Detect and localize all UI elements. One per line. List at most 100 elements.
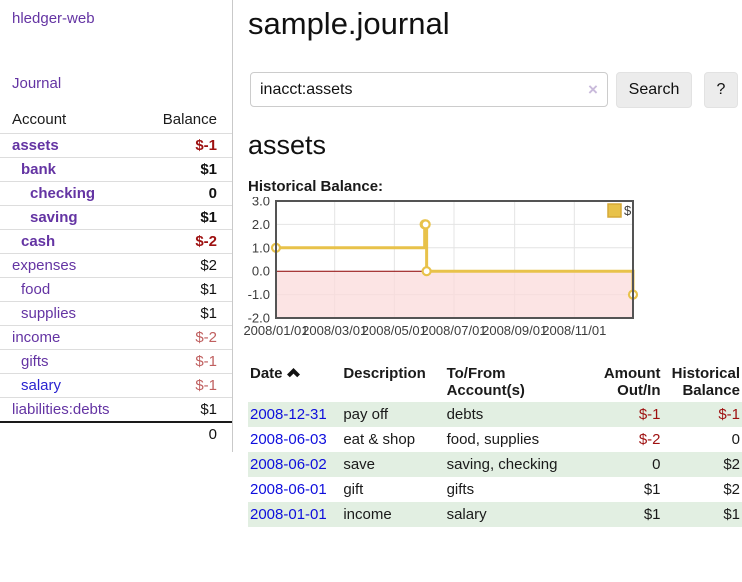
transaction-balance: $2	[723, 481, 740, 498]
chart-svg: 3.0 2.0 1.0 0.0 -1.0 -2.02008/01/012008/03/01…	[243, 194, 639, 338]
account-row: liabilities:debts $1	[0, 397, 232, 422]
app-title[interactable]: hledger-web	[12, 10, 95, 27]
transaction-amount: $-2	[638, 431, 661, 448]
clear-search-icon[interactable]: ×	[588, 80, 598, 99]
register-column-header: Historical Balance	[671, 365, 740, 399]
account-link[interactable]: cash	[21, 233, 56, 250]
account-balance: $-1	[133, 349, 232, 374]
svg-text:3.0: 3.0	[252, 197, 270, 209]
svg-text:2008/03/01: 2008/03/01	[302, 323, 367, 338]
register-row: 2008-01-01 income salary $1 $1	[248, 502, 742, 527]
account-row: income $-2	[0, 325, 232, 350]
sidebar: hledger-web Journal Account Balance asse…	[0, 0, 233, 452]
transaction-description: income	[343, 506, 392, 523]
svg-text:1.0: 1.0	[252, 240, 270, 255]
search-bar: × Search ?	[248, 72, 742, 108]
account-link[interactable]: liabilities:debts	[12, 401, 110, 418]
account-link[interactable]: food	[21, 281, 51, 298]
total-row: 0	[0, 421, 232, 446]
account-row: food $1	[0, 277, 232, 302]
legend-swatch	[607, 203, 622, 218]
account-balance: $-2	[133, 325, 232, 350]
total-balance: 0	[133, 421, 232, 446]
transaction-accounts: food, supplies	[446, 431, 540, 448]
svg-text:$: $	[624, 203, 632, 218]
account-balance: $1	[133, 205, 232, 230]
sort-ascending-icon[interactable]	[286, 365, 300, 382]
transaction-amount: $-1	[638, 406, 661, 423]
search-input[interactable]	[250, 72, 608, 107]
account-link[interactable]: income	[12, 329, 61, 346]
transaction-accounts: debts	[446, 406, 484, 423]
account-row: checking 0	[0, 181, 232, 206]
svg-text:2.0: 2.0	[252, 217, 270, 232]
transaction-date-link[interactable]: 2008-06-02	[250, 456, 327, 473]
register-column-header[interactable]: Date	[248, 362, 343, 402]
transaction-balance: 0	[731, 431, 740, 448]
account-row: assets $-1	[0, 133, 232, 158]
account-link[interactable]: salary	[21, 377, 62, 394]
transaction-balance: $-1	[718, 406, 740, 423]
account-row: bank $1	[0, 157, 232, 182]
account-row: salary $-1	[0, 373, 232, 398]
transaction-description: pay off	[343, 406, 389, 423]
account-heading: assets	[248, 130, 327, 160]
account-link[interactable]: expenses	[12, 257, 77, 274]
account-link[interactable]: assets	[12, 137, 59, 154]
register-row: 2008-06-03 eat & shop food, supplies $-2 0	[248, 427, 742, 452]
account-column-header: Account	[12, 111, 67, 128]
register-row: 2008-06-02 save saving, checking 0 $2	[248, 452, 742, 477]
historical-balance-chart: 3.0 2.0 1.0 0.0 -1.0 -2.0 2008/01/01 2008/03/01…	[240, 194, 742, 350]
main-content: sample.journal × Search ? assets Histori…	[243, 0, 742, 527]
register-table: Date Description To/From Account(s) Amount …	[248, 362, 742, 527]
sidebar-item-journal[interactable]: Journal	[12, 75, 62, 92]
transaction-description: save	[343, 456, 375, 473]
account-row: gifts $-1	[0, 349, 232, 374]
account-link[interactable]: bank	[21, 161, 57, 178]
transaction-date-link[interactable]: 2008-12-31	[250, 406, 327, 423]
account-row: cash $-2	[0, 229, 232, 254]
account-balance: $1	[133, 397, 232, 422]
transaction-description: eat & shop	[343, 431, 416, 448]
account-balance-table: Account Balance assets $-1 bank $1 checking 0…	[0, 108, 232, 446]
account-balance: $1	[133, 301, 232, 326]
svg-text:-2.0: -2.0	[248, 311, 270, 326]
transaction-accounts: gifts	[446, 481, 475, 498]
help-button[interactable]: ?	[704, 72, 738, 108]
account-link[interactable]: gifts	[21, 353, 49, 370]
svg-text:0.0: 0.0	[252, 264, 270, 279]
svg-text:2008/05/01: 2008/05/01	[362, 323, 427, 338]
transaction-date-link[interactable]: 2008-01-01	[250, 506, 327, 523]
account-row: supplies $1	[0, 301, 232, 326]
account-balance: $1	[133, 157, 232, 182]
page-title: sample.journal	[248, 6, 450, 41]
transaction-description: gift	[343, 481, 364, 498]
account-balance: $2	[133, 253, 232, 278]
account-link[interactable]: checking	[30, 185, 96, 202]
register-column-header: Description	[343, 365, 426, 382]
register-row: 2008-12-31 pay off debts $-1 $-1	[248, 402, 742, 427]
transaction-balance: $1	[723, 506, 740, 523]
svg-text:2008/07/01: 2008/07/01	[421, 323, 486, 338]
account-row: saving $1	[0, 205, 232, 230]
transaction-accounts: salary	[446, 506, 487, 523]
transaction-amount: $1	[643, 481, 661, 498]
chart-label: Historical Balance:	[248, 178, 384, 195]
transaction-amount: 0	[652, 456, 661, 473]
svg-text:2008/09/01: 2008/09/01	[482, 323, 547, 338]
register-row: 2008-06-01 gift gifts $1 $2	[248, 477, 742, 502]
transaction-date-link[interactable]: 2008-06-03	[250, 431, 327, 448]
account-balance: $1	[133, 277, 232, 302]
account-balance: $-2	[133, 229, 232, 254]
account-balance: $-1	[133, 133, 232, 158]
register-column-header: Amount Out/In	[603, 365, 661, 399]
transaction-date-link[interactable]: 2008-06-01	[250, 481, 327, 498]
account-row: expenses $2	[0, 253, 232, 278]
account-link[interactable]: supplies	[21, 305, 77, 322]
account-link[interactable]: saving	[30, 209, 78, 226]
svg-text:-1.0: -1.0	[248, 287, 270, 302]
svg-text:2008/01/01: 2008/01/01	[243, 323, 308, 338]
search-button[interactable]: Search	[616, 72, 692, 108]
account-balance: 0	[133, 181, 232, 206]
svg-text:2008/11/01: 2008/11/01	[542, 323, 606, 338]
